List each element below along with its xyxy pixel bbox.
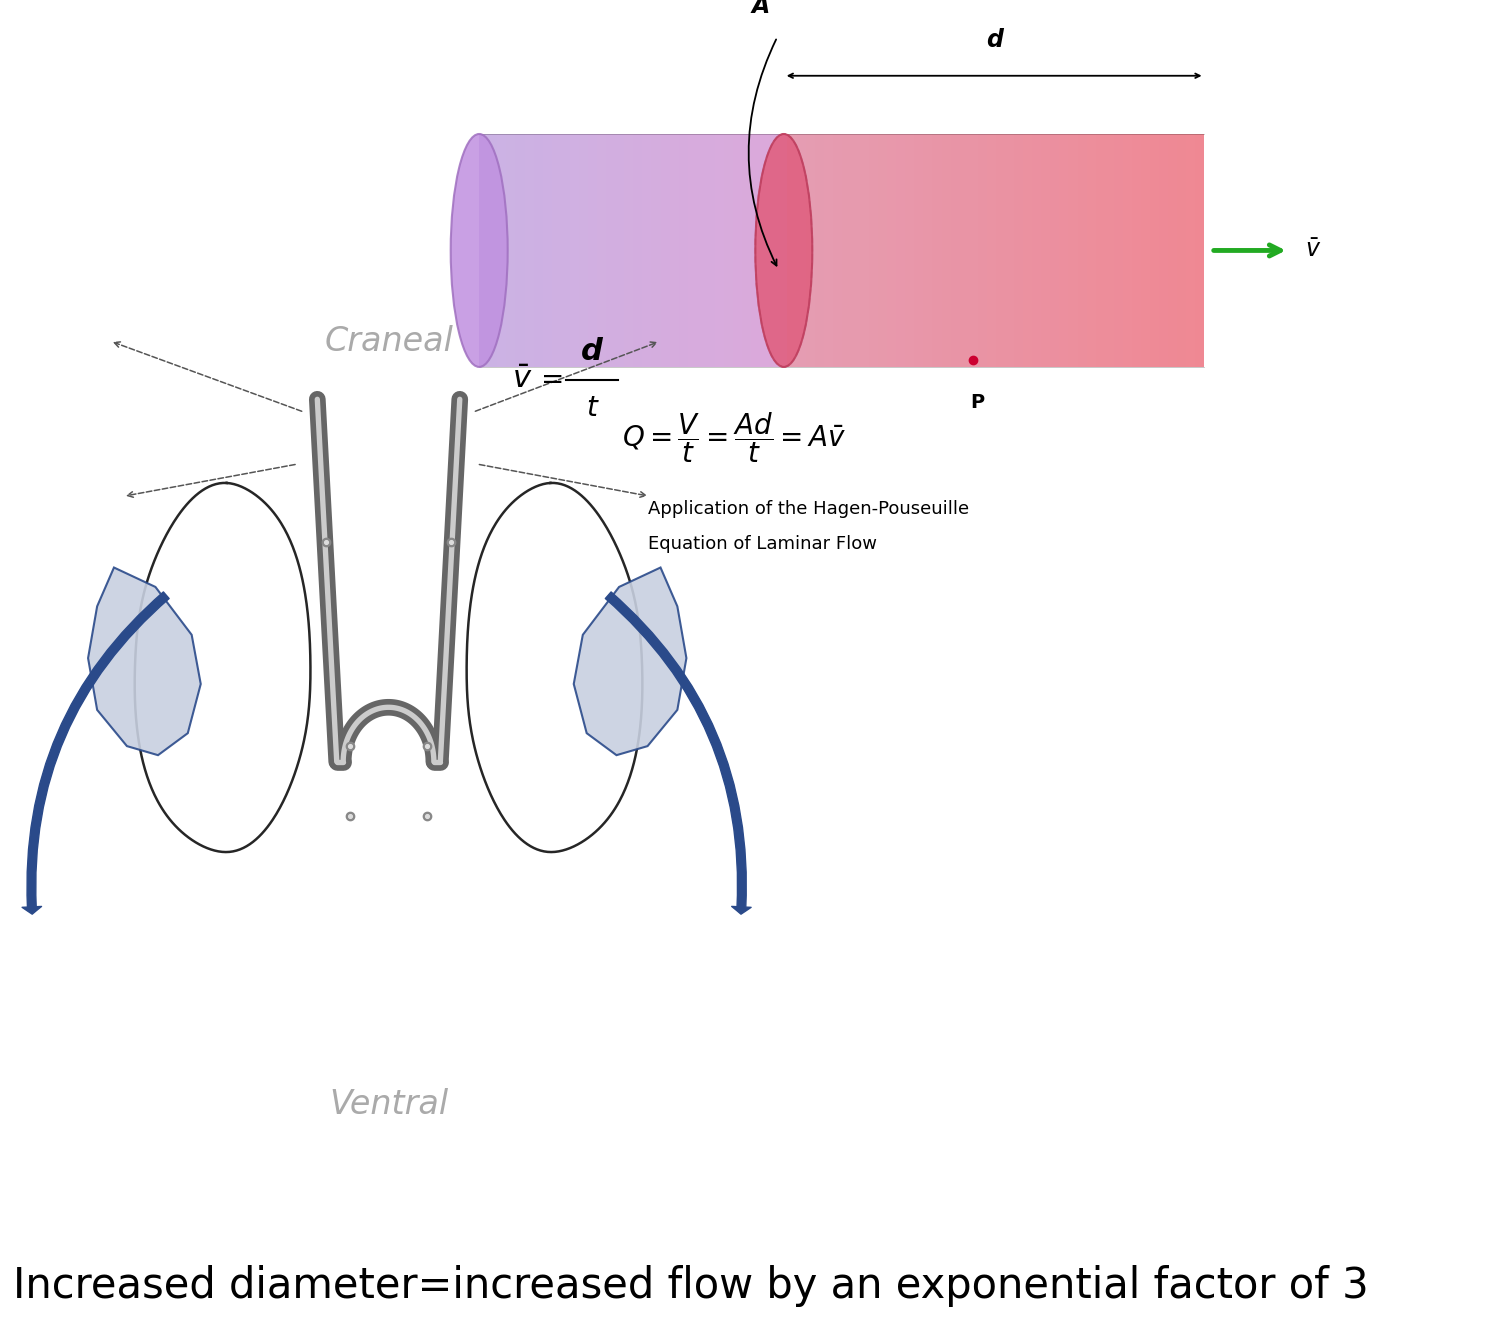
Polygon shape bbox=[706, 134, 716, 367]
Polygon shape bbox=[633, 134, 642, 367]
Ellipse shape bbox=[450, 134, 507, 367]
Polygon shape bbox=[1041, 134, 1050, 367]
Polygon shape bbox=[669, 134, 678, 367]
Text: d: d bbox=[580, 337, 603, 366]
Polygon shape bbox=[561, 134, 570, 367]
Polygon shape bbox=[734, 134, 742, 367]
Polygon shape bbox=[552, 134, 561, 367]
Text: =: = bbox=[542, 366, 564, 394]
Text: Ventral: Ventral bbox=[328, 1089, 448, 1121]
Text: Equation of Laminar Flow: Equation of Laminar Flow bbox=[648, 535, 876, 554]
Polygon shape bbox=[815, 134, 824, 367]
Polygon shape bbox=[1114, 134, 1124, 367]
Polygon shape bbox=[850, 134, 859, 367]
Polygon shape bbox=[1186, 134, 1196, 367]
Polygon shape bbox=[1168, 134, 1178, 367]
Polygon shape bbox=[1132, 134, 1142, 367]
Polygon shape bbox=[498, 134, 507, 367]
Polygon shape bbox=[788, 134, 796, 367]
Polygon shape bbox=[859, 134, 868, 367]
Polygon shape bbox=[516, 134, 525, 367]
Polygon shape bbox=[1150, 134, 1160, 367]
Polygon shape bbox=[88, 567, 201, 755]
Polygon shape bbox=[742, 134, 752, 367]
Polygon shape bbox=[906, 134, 915, 367]
Polygon shape bbox=[588, 134, 597, 367]
Polygon shape bbox=[1032, 134, 1041, 367]
Polygon shape bbox=[651, 134, 660, 367]
Polygon shape bbox=[824, 134, 833, 367]
Polygon shape bbox=[886, 134, 896, 367]
Polygon shape bbox=[1142, 134, 1150, 367]
Polygon shape bbox=[489, 134, 498, 367]
Polygon shape bbox=[1124, 134, 1132, 367]
Polygon shape bbox=[1059, 134, 1068, 367]
Text: $Q = \dfrac{V}{t} = \dfrac{Ad}{t} = A\bar{v}$: $Q = \dfrac{V}{t} = \dfrac{Ad}{t} = A\ba… bbox=[621, 411, 846, 465]
Polygon shape bbox=[806, 134, 814, 367]
Ellipse shape bbox=[756, 134, 813, 367]
Polygon shape bbox=[698, 134, 706, 367]
Polygon shape bbox=[573, 567, 687, 755]
Polygon shape bbox=[1068, 134, 1077, 367]
Polygon shape bbox=[969, 134, 978, 367]
Polygon shape bbox=[1014, 134, 1023, 367]
Polygon shape bbox=[534, 134, 543, 367]
Polygon shape bbox=[525, 134, 534, 367]
Polygon shape bbox=[1005, 134, 1014, 367]
Polygon shape bbox=[987, 134, 996, 367]
Polygon shape bbox=[1160, 134, 1168, 367]
Polygon shape bbox=[896, 134, 906, 367]
Text: Craneal: Craneal bbox=[324, 324, 453, 358]
Polygon shape bbox=[996, 134, 1005, 367]
Polygon shape bbox=[933, 134, 942, 367]
Polygon shape bbox=[597, 134, 606, 367]
Text: Increased diameter=increased flow by an exponential factor of 3: Increased diameter=increased flow by an … bbox=[13, 1265, 1368, 1306]
Text: $\bar{v}$: $\bar{v}$ bbox=[512, 366, 532, 394]
Polygon shape bbox=[642, 134, 651, 367]
Text: d: d bbox=[986, 28, 1002, 52]
Polygon shape bbox=[1104, 134, 1114, 367]
Polygon shape bbox=[507, 134, 516, 367]
Polygon shape bbox=[752, 134, 760, 367]
Polygon shape bbox=[606, 134, 615, 367]
Polygon shape bbox=[778, 134, 788, 367]
Polygon shape bbox=[687, 134, 698, 367]
Polygon shape bbox=[1178, 134, 1186, 367]
Text: Application of the Hagen-Pouseuille: Application of the Hagen-Pouseuille bbox=[648, 500, 969, 519]
Polygon shape bbox=[915, 134, 924, 367]
Polygon shape bbox=[951, 134, 960, 367]
Text: A: A bbox=[752, 0, 770, 17]
Polygon shape bbox=[878, 134, 886, 367]
Text: t: t bbox=[586, 394, 597, 422]
Text: $\bar{v}$: $\bar{v}$ bbox=[1305, 238, 1322, 262]
Polygon shape bbox=[1077, 134, 1086, 367]
Polygon shape bbox=[842, 134, 850, 367]
Polygon shape bbox=[678, 134, 687, 367]
Polygon shape bbox=[978, 134, 987, 367]
Text: P: P bbox=[970, 392, 984, 411]
Polygon shape bbox=[770, 134, 778, 367]
Polygon shape bbox=[1095, 134, 1104, 367]
Polygon shape bbox=[724, 134, 734, 367]
Polygon shape bbox=[1023, 134, 1032, 367]
Polygon shape bbox=[543, 134, 552, 367]
Polygon shape bbox=[660, 134, 669, 367]
Polygon shape bbox=[960, 134, 969, 367]
Polygon shape bbox=[868, 134, 877, 367]
Polygon shape bbox=[579, 134, 588, 367]
Polygon shape bbox=[942, 134, 951, 367]
Polygon shape bbox=[624, 134, 633, 367]
Polygon shape bbox=[570, 134, 579, 367]
Polygon shape bbox=[924, 134, 933, 367]
Polygon shape bbox=[716, 134, 724, 367]
Polygon shape bbox=[615, 134, 624, 367]
Polygon shape bbox=[833, 134, 842, 367]
Polygon shape bbox=[796, 134, 806, 367]
Polygon shape bbox=[1196, 134, 1204, 367]
Polygon shape bbox=[1050, 134, 1059, 367]
Polygon shape bbox=[760, 134, 770, 367]
Polygon shape bbox=[1086, 134, 1095, 367]
Polygon shape bbox=[478, 134, 489, 367]
